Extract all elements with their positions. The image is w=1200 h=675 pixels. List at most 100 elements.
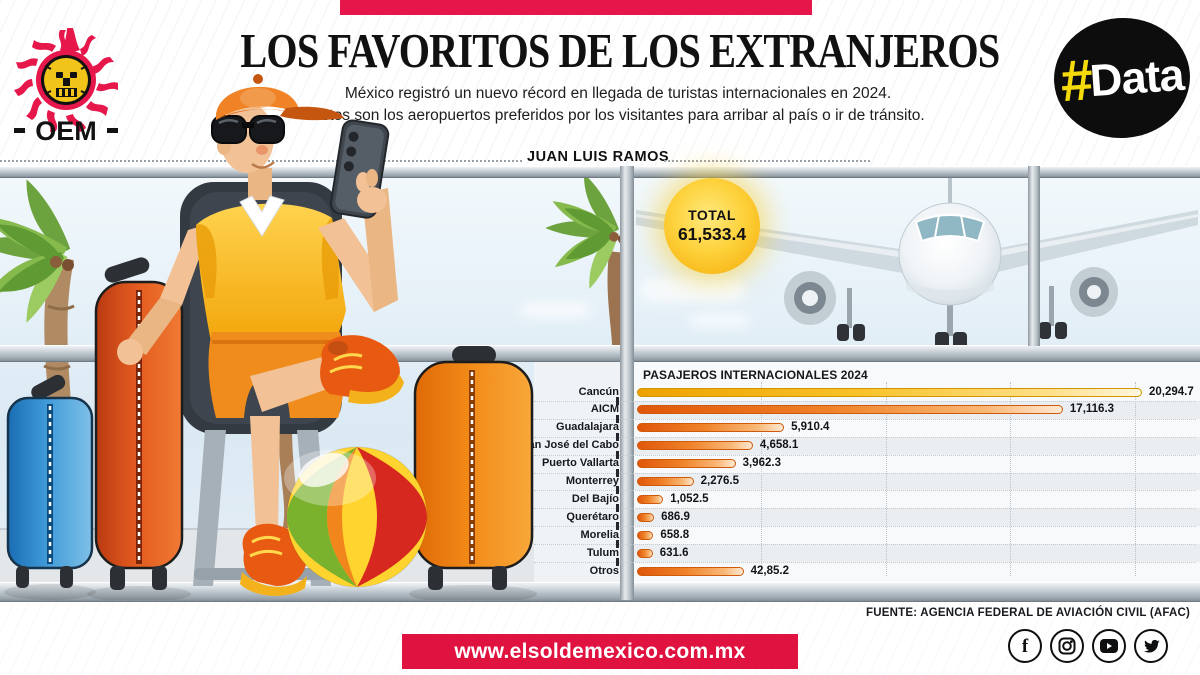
value-label: 2,276.5 [700, 475, 740, 487]
plane-right-wing [968, 210, 1198, 278]
value-label: 5,910.4 [791, 421, 830, 434]
gridline [1134, 382, 1136, 576]
orange-cap [215, 74, 344, 121]
category-label: AICM [590, 403, 619, 416]
window-rail-top [0, 166, 1200, 178]
blue-suitcase [6, 374, 94, 588]
youtube-icon[interactable] [1092, 629, 1126, 663]
row-stripe [634, 472, 1200, 491]
cloud [640, 278, 745, 302]
bar-Cancún [637, 387, 1142, 397]
svg-text:OEM: OEM [35, 116, 97, 144]
value-label: 658.8 [660, 528, 690, 541]
plane-cockpit-windows [914, 214, 986, 243]
category-label: Del Bajío [571, 492, 619, 505]
total-badge: TOTAL 61,533.4 [664, 178, 760, 274]
category-label: Querétaro [566, 510, 619, 523]
bar-Puerto Vallarta [637, 459, 736, 469]
oem-logo: OEM [14, 28, 118, 144]
twitter-icon[interactable] [1134, 629, 1168, 663]
value-label: 20,294.7 [1149, 385, 1194, 398]
category-label: San José del Cabo [521, 439, 619, 452]
axis-tick [616, 414, 619, 423]
row-separator [534, 436, 1196, 438]
row-separator [534, 490, 1196, 492]
axis-tick [616, 486, 619, 495]
category-label: Otros [589, 564, 619, 577]
chart-panel [634, 362, 1200, 582]
facebook-icon[interactable]: f [1008, 629, 1042, 663]
value-label: 4,658.1 [759, 439, 799, 452]
row-stripe [634, 436, 1200, 455]
cloud [520, 302, 590, 318]
row-separator [534, 400, 1196, 402]
instagram-icon[interactable] [1050, 629, 1084, 663]
category-label: Tulum [586, 546, 619, 559]
row-separator [534, 508, 1196, 510]
value-label: 3,962.3 [742, 457, 781, 470]
category-label: Cancún [578, 385, 619, 398]
window-mullion-main [620, 166, 634, 600]
category-label: Guadalajara [556, 421, 619, 434]
bar-Morelia [637, 530, 654, 540]
value-label: 17,116.3 [1069, 403, 1115, 416]
byline: JUAN LUIS RAMOS [527, 149, 670, 165]
bar-Guadalajara [637, 423, 785, 433]
row-separator [534, 454, 1196, 456]
orange-suitcase [413, 346, 534, 590]
bar-San José del Cabo [637, 441, 753, 451]
axis-tick [616, 540, 619, 549]
bar-Querétaro [637, 512, 655, 522]
row-stripe [634, 508, 1200, 527]
value-label: 42,85.2 [750, 564, 789, 577]
total-label: TOTAL [688, 207, 736, 223]
bar-Monterrey [637, 477, 694, 486]
subtitle-line-2: Estos son los aeropuertos preferidos por… [311, 107, 925, 124]
value-label: 631.6 [659, 546, 689, 559]
bar-Tulum [637, 548, 653, 558]
bar-AICM [637, 405, 1063, 415]
axis-tick [616, 432, 619, 441]
chart-label-column-bg [534, 362, 620, 582]
subtitle-line-1: México registró un nuevo récord en llega… [344, 85, 892, 102]
axis-tick [616, 396, 619, 405]
axis-tick [616, 558, 619, 567]
chart-title: PASAJEROS INTERNACIONALES 2024 [643, 368, 868, 382]
value-label: 686.9 [661, 510, 690, 523]
row-separator [534, 544, 1196, 546]
row-stripe [634, 544, 1200, 563]
plane-tail-mast [948, 170, 952, 206]
category-label: Monterrey [565, 475, 619, 487]
source-credit: FUENTE: AGENCIA FEDERAL DE AVIACIÓN CIVI… [866, 607, 1190, 619]
sunglasses-icon [211, 115, 285, 144]
oem-sun-icon [14, 28, 118, 132]
category-label: Morelia [580, 528, 619, 541]
gridline [1010, 382, 1012, 576]
row-separator [534, 562, 1196, 564]
page-title: LOS FAVORITOS DE LOS EXTRANJEROS [240, 23, 1000, 78]
header-stripe-texture [0, 0, 1200, 170]
oem-wordmark: OEM [14, 116, 118, 144]
byline-rule-right [664, 160, 870, 162]
website-banner[interactable]: www.elsoldemexico.com.mx [402, 634, 798, 669]
gridline [885, 382, 887, 576]
sneaker-crossed [320, 335, 404, 404]
traveler-illustration [4, 74, 537, 600]
category-label: Puerto Vallarta [541, 457, 619, 470]
axis-tick [616, 468, 619, 477]
window-mullion-upper [1028, 166, 1040, 346]
axis-tick [616, 504, 619, 513]
beach-ball [284, 446, 428, 588]
bar-Del Bajío [637, 494, 664, 504]
website-url: www.elsoldemexico.com.mx [454, 639, 746, 663]
total-value: 61,533.4 [677, 224, 747, 244]
bar-Otros [637, 566, 744, 576]
axis-tick [616, 450, 619, 459]
traveler-man [117, 74, 404, 596]
top-red-bar [340, 0, 812, 15]
row-separator [534, 526, 1196, 528]
value-label: 1,052.5 [670, 492, 709, 505]
cloud [690, 314, 748, 327]
row-separator [534, 418, 1196, 420]
